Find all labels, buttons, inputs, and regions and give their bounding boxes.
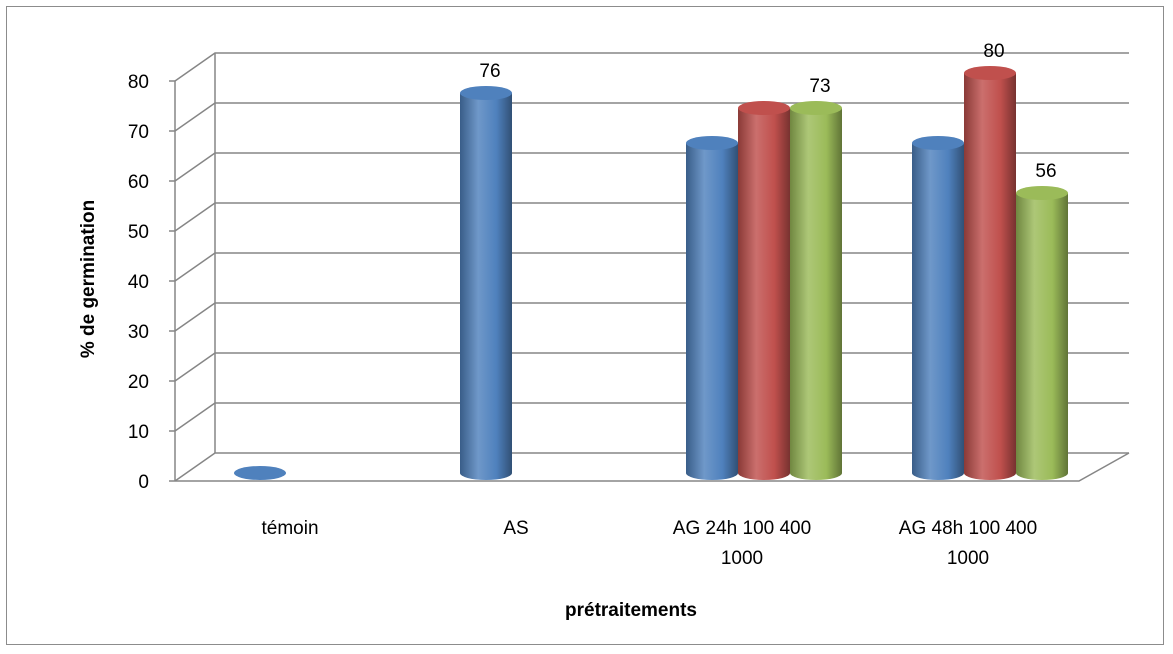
x-category-label: témoin <box>261 518 318 539</box>
bar-top <box>964 66 1016 80</box>
chart-svg: 0 10 20 30 40 50 60 70 80 témoin AS AG 24h 100 400… <box>78 41 1130 621</box>
bar-body <box>790 108 842 480</box>
x-axis-floor <box>175 452 1130 482</box>
data-label: 76 <box>479 61 500 82</box>
bar <box>912 136 964 480</box>
y-axis-title: % de germination <box>78 200 99 358</box>
bar-top <box>1016 186 1068 200</box>
y-tick-label: 20 <box>128 372 149 393</box>
x-category-label: 1000 <box>947 548 989 569</box>
axis-layer: 0 10 20 30 40 50 60 70 80 <box>128 53 1130 493</box>
bar <box>234 466 286 480</box>
bar <box>790 101 842 480</box>
chart-frame: 0 10 20 30 40 50 60 70 80 témoin AS AG 24h 100 400… <box>6 6 1164 645</box>
y-tick-label: 30 <box>128 322 149 343</box>
bar-body <box>912 143 964 480</box>
bar-body <box>460 93 512 480</box>
x-category-label: AS <box>503 518 528 539</box>
data-label: 73 <box>809 76 830 97</box>
bar <box>964 66 1016 480</box>
bar-top <box>460 86 512 100</box>
label-layer: témoin AS AG 24h 100 400 1000 AG 48h 100 400… <box>261 41 1056 569</box>
bar-top <box>912 136 964 150</box>
bar <box>738 101 790 480</box>
bar-top <box>738 101 790 115</box>
x-category-label: AG 24h 100 400 <box>673 518 811 539</box>
bar-top <box>686 136 738 150</box>
bar-body <box>964 73 1016 480</box>
bar <box>460 86 512 480</box>
bar-layer <box>234 66 1068 480</box>
data-label: 56 <box>1035 161 1056 182</box>
x-category-label: 1000 <box>721 548 763 569</box>
bar-body <box>1016 193 1068 480</box>
data-label: 80 <box>983 41 1004 62</box>
x-axis-title: prétraitements <box>565 600 697 621</box>
y-tick-label: 50 <box>128 222 149 243</box>
y-tick-label: 0 <box>138 472 149 493</box>
bar-top <box>234 466 286 480</box>
y-tick-label: 60 <box>128 172 149 193</box>
bar <box>686 136 738 480</box>
bar-body <box>686 143 738 480</box>
y-tick-label: 70 <box>128 122 149 143</box>
y-tick-label: 40 <box>128 272 149 293</box>
bar <box>1016 186 1068 480</box>
x-category-label: AG 48h 100 400 <box>899 518 1037 539</box>
bar-top <box>790 101 842 115</box>
bar-body <box>738 108 790 480</box>
y-tick-label: 80 <box>128 72 149 93</box>
y-tick-label: 10 <box>128 422 149 443</box>
